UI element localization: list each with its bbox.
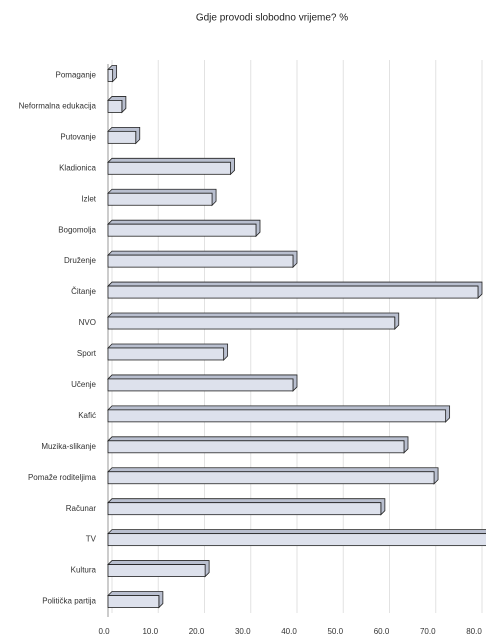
y-tick-label: Kladionica <box>59 163 96 172</box>
bar <box>107 100 123 113</box>
y-tick-label: Sport <box>77 349 97 358</box>
y-tick-label: Pomaganje <box>56 71 97 80</box>
y-tick-label: Bogomolja <box>58 225 96 234</box>
bar <box>107 285 479 299</box>
bar <box>107 471 435 485</box>
y-tick-label: Izlet <box>81 194 96 203</box>
bar <box>107 161 231 175</box>
bar <box>107 378 294 392</box>
y-tick-label: Kultura <box>71 566 97 575</box>
y-tick-label: Politička partija <box>42 597 96 606</box>
bar <box>107 69 114 82</box>
bar-depth <box>107 529 486 535</box>
y-tick-label: Kafić <box>78 411 96 420</box>
x-tick-label: 80.0 <box>466 627 482 636</box>
bar <box>107 564 206 577</box>
bar <box>107 595 160 608</box>
y-tick-label: Pomaže roditeljima <box>28 473 97 482</box>
y-tick-label: Čitanje <box>71 287 96 296</box>
bar <box>107 533 486 547</box>
x-tick-label: 20.0 <box>189 627 205 636</box>
y-tick-label: Računar <box>66 504 97 513</box>
y-tick-label: TV <box>86 535 97 544</box>
y-tick-label: Muzika-slikanje <box>41 442 96 451</box>
y-tick-label: Druženje <box>64 256 97 265</box>
x-tick-label: 10.0 <box>142 627 158 636</box>
bar <box>107 130 137 144</box>
x-tick-label: 60.0 <box>374 627 390 636</box>
chart-title: Gdje provodi slobodno vrijeme? % <box>196 13 348 24</box>
y-tick-label: Putovanje <box>60 132 96 141</box>
bar <box>107 440 405 454</box>
y-tick-label: Učenje <box>71 380 96 389</box>
x-tick-label: 30.0 <box>235 627 251 636</box>
bar <box>107 192 213 206</box>
y-tick-label: NVO <box>79 318 96 327</box>
bar <box>107 347 225 361</box>
x-tick-label: 0.0 <box>98 627 110 636</box>
bar <box>107 502 382 516</box>
bar <box>107 223 257 237</box>
x-tick-label: 70.0 <box>420 627 436 636</box>
bar <box>107 316 396 330</box>
x-tick-label: 50.0 <box>327 627 343 636</box>
bar <box>107 409 447 423</box>
y-tick-label: Neformalna edukacija <box>19 102 97 111</box>
bar <box>107 254 294 268</box>
x-tick-label: 40.0 <box>281 627 297 636</box>
